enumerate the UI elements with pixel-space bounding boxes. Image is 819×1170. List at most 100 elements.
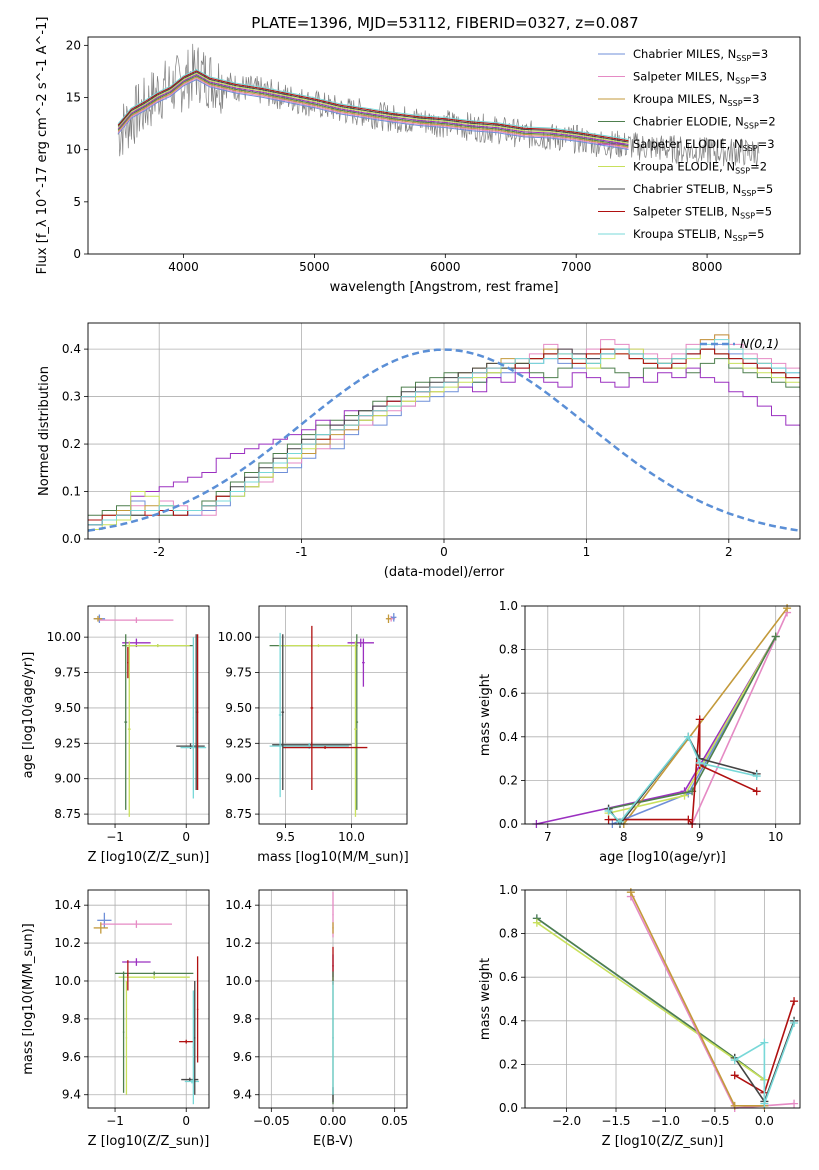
weight_vs_age-lines (532, 604, 792, 828)
histogram-step (88, 334, 800, 521)
spectrum-model-line (117, 71, 629, 143)
spectrum-axes: 4000 5000 6000 7000 8000 0 5 10 15 20 (66, 38, 723, 274)
y-tick-label: 9.6 (62, 1050, 81, 1064)
legend-entry: Chabrier ELODIE, NSSP=2 (633, 115, 776, 131)
spectrum-model-line (117, 74, 629, 145)
age_vs_Z-ylabel: age [log10(age/yr)] (21, 652, 36, 779)
residuals-xlabel: (data-model)/error (384, 565, 505, 580)
weight-marker (695, 715, 704, 724)
x-tick-label: 5000 (299, 260, 330, 274)
weight-marker (783, 604, 792, 613)
weight-line (608, 719, 758, 826)
histogram-step (88, 339, 800, 526)
weight-marker (760, 1099, 769, 1108)
x-tick-label: −0.5 (700, 1114, 729, 1128)
gaussian-curve (88, 348, 800, 532)
legend-entry: Chabrier STELIB, NSSP=5 (633, 182, 773, 198)
weight_vs_age-ylabel: mass weight (478, 674, 493, 756)
legend-entry: Chabrier MILES, NSSP=3 (633, 47, 768, 63)
legend-entry: Kroupa STELIB, NSSP=5 (633, 227, 764, 243)
weight-line (691, 612, 788, 825)
weight-marker (790, 997, 799, 1006)
weight_vs_age-xlabel: age [log10(age/yr)] (599, 850, 726, 865)
weight_vs_Z-axes: −2.0 −1.5 −1.0 −0.5 0.0 0.0 0.2 0.4 0.6 0.8 1.0 (499, 883, 800, 1128)
spectrum-ylabel: Flux [f_λ 10^-17 erg cm^-2 s^-1 A^-1] (35, 17, 50, 275)
legend-entry: Salpeter STELIB, NSSP=5 (633, 205, 772, 221)
age_vs_Z-axes: −1 0 8.75 9.00 9.25 9.50 9.75 10.00 (47, 606, 209, 844)
x-tick-label: −0.05 (253, 1114, 290, 1128)
residuals-frame (87, 322, 801, 540)
y-tick-label: 0.6 (499, 686, 518, 700)
y-tick-label: 10.0 (225, 974, 252, 988)
histogram-step (88, 348, 800, 530)
y-tick-label: 8.75 (225, 807, 252, 821)
y-tick-label: 9.25 (225, 736, 252, 750)
weight_vs_Z-lines (532, 888, 799, 1112)
x-tick-label: 0 (182, 830, 190, 844)
weight-marker (615, 817, 624, 826)
x-tick-label: 0 (182, 1114, 190, 1128)
x-tick-label: −1.5 (601, 1114, 630, 1128)
spectrum-model-line (117, 77, 629, 149)
y-tick-label: 20 (66, 38, 81, 52)
weight-marker (684, 732, 693, 741)
histogram-step (88, 348, 800, 526)
weight_vs_Z-xlabel: Z [log10(Z/Z_sun)] (602, 1134, 724, 1149)
weight_vs_Z-frame (524, 889, 801, 1109)
x-tick-label: 8000 (692, 260, 723, 274)
histogram-step (88, 348, 800, 521)
x-tick-label: −1.0 (651, 1114, 680, 1128)
y-tick-label: 15 (66, 91, 81, 105)
residuals-ylabel: Normed distribution (37, 366, 52, 496)
age_vs_Z-xlabel: Z [log10(Z/Z_sun)] (88, 850, 210, 865)
y-tick-label: 9.4 (62, 1088, 81, 1102)
weight-marker (604, 815, 613, 824)
y-tick-label: 10.00 (218, 630, 252, 644)
weight-marker (730, 1101, 739, 1110)
weight-marker (760, 1038, 769, 1047)
x-tick-label: 0.05 (381, 1114, 408, 1128)
spectrum-model-line (117, 72, 629, 144)
x-tick-label: −2.0 (552, 1114, 581, 1128)
legend-entry: Salpeter ELODIE, NSSP=3 (633, 137, 775, 153)
y-tick-label: 9.8 (233, 1012, 252, 1026)
spectrum-xlabel: wavelength [Angstrom, rest frame] (330, 280, 559, 295)
spectrum-model-line (117, 69, 629, 140)
y-tick-label: 0.0 (499, 817, 518, 831)
weight-marker (695, 758, 704, 767)
y-tick-label: 0.8 (499, 927, 518, 941)
weight-marker (604, 806, 613, 815)
histogram-step (88, 367, 800, 526)
mass_vs_Z-ylabel: mass [log10(M/M_sun)] (21, 923, 36, 1075)
legend-entry: Kroupa MILES, NSSP=3 (633, 92, 759, 108)
residuals-hist (88, 334, 800, 532)
age_vs_Z-points (93, 614, 207, 817)
figure-title: PLATE=1396, MJD=53112, FIBERID=0327, z=0… (251, 14, 638, 32)
y-tick-label: 0.3 (62, 390, 81, 404)
weight_vs_age-axes: 7 8 9 10 0.0 0.2 0.4 0.6 0.8 1.0 (499, 599, 800, 844)
x-tick-label: 0.0 (755, 1114, 774, 1128)
y-tick-label: 9.6 (233, 1050, 252, 1064)
weight-marker (730, 1071, 739, 1080)
histogram-step (88, 358, 800, 516)
histogram-step (88, 334, 800, 526)
age_vs_Z-frame (87, 605, 210, 825)
age_vs_mass-axes: 9.5 10.0 8.75 9.00 9.25 9.50 9.75 10.00 (218, 606, 407, 844)
weight-marker (532, 918, 541, 927)
age_vs_mass-xlabel: mass [log10(M/M_sun)] (257, 850, 409, 865)
y-tick-label: 9.25 (54, 736, 81, 750)
legend-entry: Kroupa ELODIE, NSSP=2 (633, 160, 767, 176)
x-tick-label: 1 (583, 545, 591, 559)
weight-line (734, 1022, 795, 1104)
weight-marker (752, 772, 761, 781)
weight-line (623, 607, 788, 825)
y-tick-label: 9.50 (225, 701, 252, 715)
y-tick-label: 0.1 (62, 485, 81, 499)
mass_vs_ebv-axes: −0.05 0.00 0.05 9.4 9.6 9.8 10.0 10.2 10.4 (225, 890, 408, 1128)
y-tick-label: 10.2 (54, 936, 81, 950)
spectrum-legend: Chabrier MILES, NSSP=3 Salpeter MILES, NS… (598, 47, 776, 243)
y-tick-label: 5 (73, 195, 81, 209)
x-tick-label: 7 (544, 830, 552, 844)
spectrum-lines (117, 43, 760, 167)
